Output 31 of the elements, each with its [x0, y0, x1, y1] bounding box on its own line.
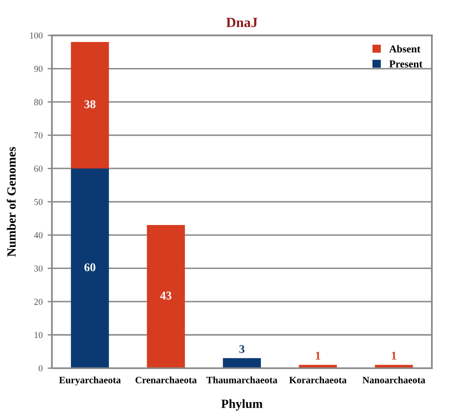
- x-axis-title: Phylum: [221, 399, 263, 411]
- y-tick-label: 10: [34, 332, 43, 338]
- y-axis-title: Number of Genomes: [6, 146, 16, 257]
- bar: [70, 168, 109, 368]
- x-tick-label: Crenarchaeota: [136, 376, 197, 384]
- x-tick-label: Nanoarchaeota: [362, 376, 426, 384]
- data-label: 3: [239, 345, 244, 353]
- chart-title: DnaJ: [226, 18, 258, 28]
- legend-label: Absent: [389, 45, 420, 52]
- legend-label: Present: [389, 60, 422, 68]
- bar: [222, 358, 261, 368]
- y-tick-label: 40: [34, 232, 43, 238]
- data-label: 1: [392, 352, 396, 360]
- data-label: 43: [160, 292, 172, 300]
- y-tick-label: 20: [34, 298, 43, 305]
- y-tick-label: 50: [34, 198, 43, 205]
- bar: [70, 42, 109, 168]
- x-tick-label: Thaumarchaeota: [206, 376, 278, 384]
- y-tick-label: 30: [34, 265, 43, 272]
- y-tick-label: 60: [34, 166, 43, 172]
- y-tick-label: 70: [34, 132, 43, 138]
- x-tick-label: Euryarchaeota: [59, 376, 121, 386]
- x-tick-label: Korarchaeota: [289, 376, 347, 384]
- y-tick-label: 100: [30, 32, 43, 39]
- bar: [146, 225, 185, 368]
- y-tick-label: 0: [38, 365, 43, 372]
- y-tick-label: 90: [34, 66, 43, 72]
- data-label: 60: [84, 263, 96, 272]
- data-label: 38: [84, 100, 96, 108]
- data-label: 1: [316, 352, 320, 360]
- y-tick-label: 80: [34, 99, 43, 106]
